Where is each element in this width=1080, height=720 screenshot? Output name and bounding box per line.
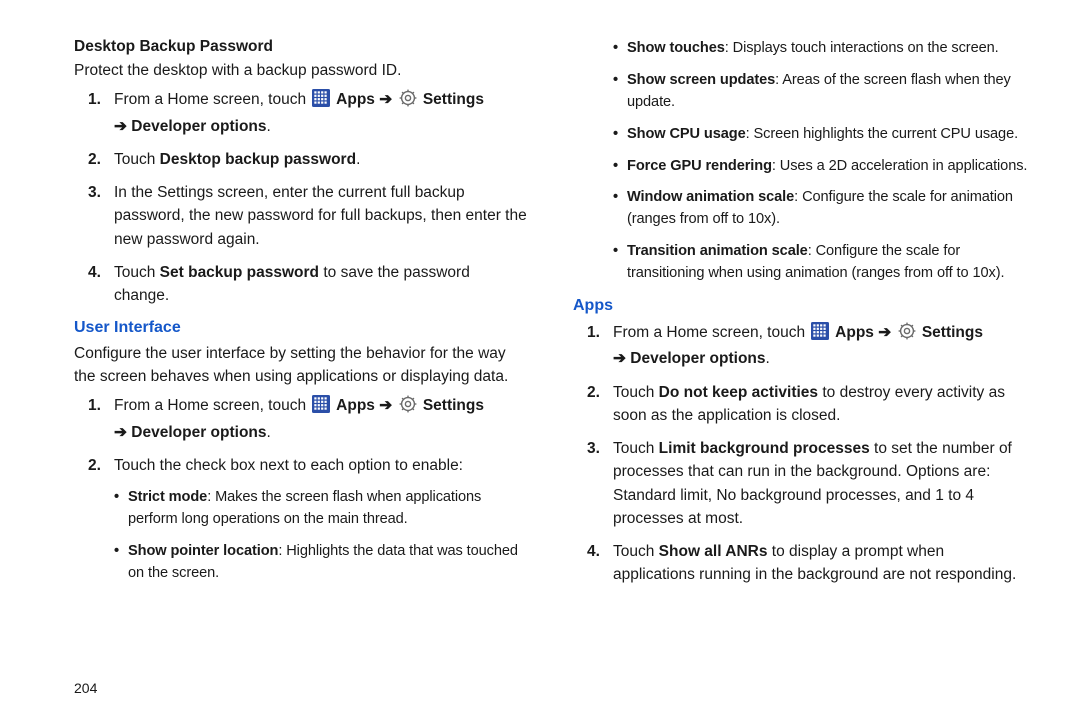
dot: . <box>267 118 271 135</box>
bullet-text: : Displays touch interactions on the scr… <box>725 40 999 56</box>
steps-list-apps: From a Home screen, touch Apps ➔ Setting… <box>573 321 1028 587</box>
dot: . <box>356 151 360 168</box>
bullet-list-continued: Show touches: Displays touch interaction… <box>573 38 1028 285</box>
bold-term: Show pointer location <box>128 543 278 559</box>
bold-term: Show screen updates <box>627 72 775 88</box>
apps-icon <box>312 89 330 114</box>
left-column: Desktop Backup Password Protect the desk… <box>74 38 529 597</box>
arrow-icon: ➔ <box>379 397 392 414</box>
apps-icon <box>312 395 330 420</box>
bullet-item: Show CPU usage: Screen highlights the cu… <box>627 124 1028 146</box>
label-settings: Settings <box>918 324 983 341</box>
step-text: Touch <box>613 440 659 457</box>
step-text: Touch <box>114 151 160 168</box>
two-column-layout: Desktop Backup Password Protect the desk… <box>74 38 1028 597</box>
label-developer-options: Developer options <box>630 350 765 367</box>
section-heading-desktop-backup: Desktop Backup Password <box>74 38 529 56</box>
steps-list-desktop-backup: From a Home screen, touch Apps ➔ Setting… <box>74 88 529 307</box>
step-text: Touch the check box next to each option … <box>114 457 463 474</box>
gear-icon <box>399 395 417 420</box>
apps-icon <box>811 322 829 347</box>
bold-term: Show touches <box>627 40 725 56</box>
step-text: From a Home screen, touch <box>114 397 310 414</box>
step-item: Touch Show all ANRs to display a prompt … <box>613 540 1028 587</box>
bullet-text: : Uses a 2D acceleration in applications… <box>772 158 1027 174</box>
bullet-item: Show pointer location: Highlights the da… <box>128 541 529 585</box>
step-item: From a Home screen, touch Apps ➔ Setting… <box>114 88 529 138</box>
step-text: Touch <box>114 264 160 281</box>
arrow-icon: ➔ <box>878 324 891 341</box>
dot: . <box>267 424 271 441</box>
section-lead: Configure the user interface by setting … <box>74 343 529 388</box>
step-text: Touch <box>613 384 659 401</box>
bold-term: Limit background processes <box>659 440 870 457</box>
step-item: In the Settings screen, enter the curren… <box>114 181 529 251</box>
step-item: Touch Desktop backup password. <box>114 148 529 171</box>
bold-term: Desktop backup password <box>160 151 356 168</box>
bullet-item: Transition animation scale: Configure th… <box>627 241 1028 285</box>
step-text: From a Home screen, touch <box>613 324 809 341</box>
bullet-item: Force GPU rendering: Uses a 2D accelerat… <box>627 156 1028 178</box>
arrow-icon: ➔ <box>379 91 392 108</box>
steps-list-user-interface: From a Home screen, touch Apps ➔ Setting… <box>74 394 529 584</box>
bold-term: Set backup password <box>160 264 319 281</box>
step-text: Touch <box>613 543 659 560</box>
section-heading-user-interface: User Interface <box>74 319 529 337</box>
label-apps: Apps <box>332 91 379 108</box>
label-developer-options: Developer options <box>131 424 266 441</box>
arrow-icon: ➔ <box>114 118 131 135</box>
label-apps: Apps <box>831 324 878 341</box>
step-item: From a Home screen, touch Apps ➔ Setting… <box>613 321 1028 371</box>
section-heading-apps: Apps <box>573 297 1028 315</box>
right-column: Show touches: Displays touch interaction… <box>573 38 1028 597</box>
bullet-item: Show screen updates: Areas of the screen… <box>627 70 1028 114</box>
arrow-icon: ➔ <box>613 350 630 367</box>
bullet-item: Strict mode: Makes the screen flash when… <box>128 487 529 531</box>
label-apps: Apps <box>332 397 379 414</box>
gear-icon <box>399 89 417 114</box>
bold-term: Show CPU usage <box>627 126 746 142</box>
step-item: From a Home screen, touch Apps ➔ Setting… <box>114 394 529 444</box>
bullet-list: Strict mode: Makes the screen flash when… <box>114 487 529 585</box>
section-lead: Protect the desktop with a backup passwo… <box>74 60 529 82</box>
dot: . <box>766 350 770 367</box>
bullet-item: Show touches: Displays touch interaction… <box>627 38 1028 60</box>
step-item: Touch the check box next to each option … <box>114 454 529 585</box>
label-settings: Settings <box>419 397 484 414</box>
label-settings: Settings <box>419 91 484 108</box>
page-number: 204 <box>74 680 97 696</box>
step-item: Touch Set backup password to save the pa… <box>114 261 529 308</box>
step-text: From a Home screen, touch <box>114 91 310 108</box>
step-item: Touch Limit background processes to set … <box>613 437 1028 530</box>
bold-term: Show all ANRs <box>659 543 768 560</box>
bullet-text: : Screen highlights the current CPU usag… <box>746 126 1018 142</box>
bullet-item: Window animation scale: Configure the sc… <box>627 187 1028 231</box>
bold-term: Force GPU rendering <box>627 158 772 174</box>
gear-icon <box>898 322 916 347</box>
bold-term: Transition animation scale <box>627 243 808 259</box>
bold-term: Do not keep activities <box>659 384 818 401</box>
bold-term: Window animation scale <box>627 189 794 205</box>
bold-term: Strict mode <box>128 489 207 505</box>
arrow-icon: ➔ <box>114 424 131 441</box>
step-item: Touch Do not keep activities to destroy … <box>613 381 1028 428</box>
label-developer-options: Developer options <box>131 118 266 135</box>
